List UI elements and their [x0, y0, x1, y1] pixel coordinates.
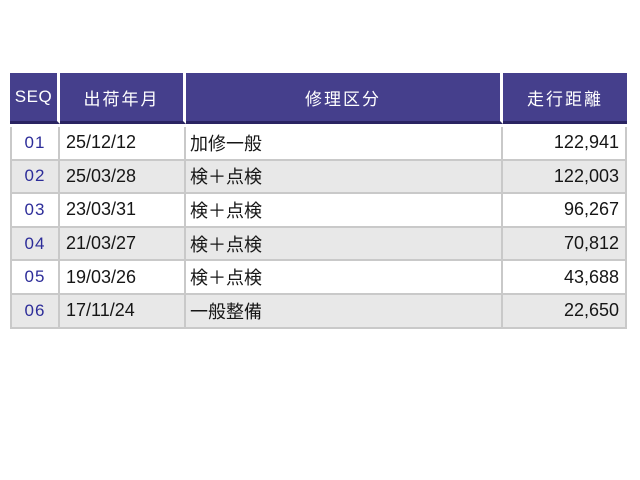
- column-header-distance: 走行距離: [503, 73, 627, 124]
- cell-seq: 03: [10, 194, 60, 228]
- cell-seq: 02: [10, 160, 60, 195]
- cell-distance: 96,267: [503, 194, 627, 228]
- cell-seq: 06: [10, 294, 60, 329]
- cell-distance: 22,650: [503, 294, 627, 329]
- cell-ship-date: 21/03/27: [60, 227, 186, 262]
- cell-ship-date: 19/03/26: [60, 261, 186, 295]
- cell-distance: 70,812: [503, 227, 627, 262]
- cell-distance: 43,688: [503, 261, 627, 295]
- cell-distance: 122,003: [503, 160, 627, 195]
- cell-repair-category: 検＋点検: [186, 194, 503, 228]
- cell-distance: 122,941: [503, 127, 627, 161]
- cell-seq: 04: [10, 227, 60, 262]
- cell-repair-category: 一般整備: [186, 294, 503, 329]
- cell-seq: 05: [10, 261, 60, 295]
- cell-seq: 01: [10, 127, 60, 161]
- repair-history-table: SEQ 出荷年月 修理区分 走行距離 01 25/12/12 加修一般 122,…: [10, 73, 627, 329]
- cell-ship-date: 25/12/12: [60, 127, 186, 161]
- cell-repair-category: 検＋点検: [186, 160, 503, 195]
- cell-repair-category: 加修一般: [186, 127, 503, 161]
- cell-repair-category: 検＋点検: [186, 261, 503, 295]
- cell-ship-date: 25/03/28: [60, 160, 186, 195]
- cell-ship-date: 23/03/31: [60, 194, 186, 228]
- cell-repair-category: 検＋点検: [186, 227, 503, 262]
- cell-ship-date: 17/11/24: [60, 294, 186, 329]
- header-body-divider: [10, 124, 627, 127]
- column-header-repair-category: 修理区分: [186, 73, 503, 124]
- column-header-seq: SEQ: [10, 73, 60, 124]
- column-header-ship-date: 出荷年月: [60, 73, 186, 124]
